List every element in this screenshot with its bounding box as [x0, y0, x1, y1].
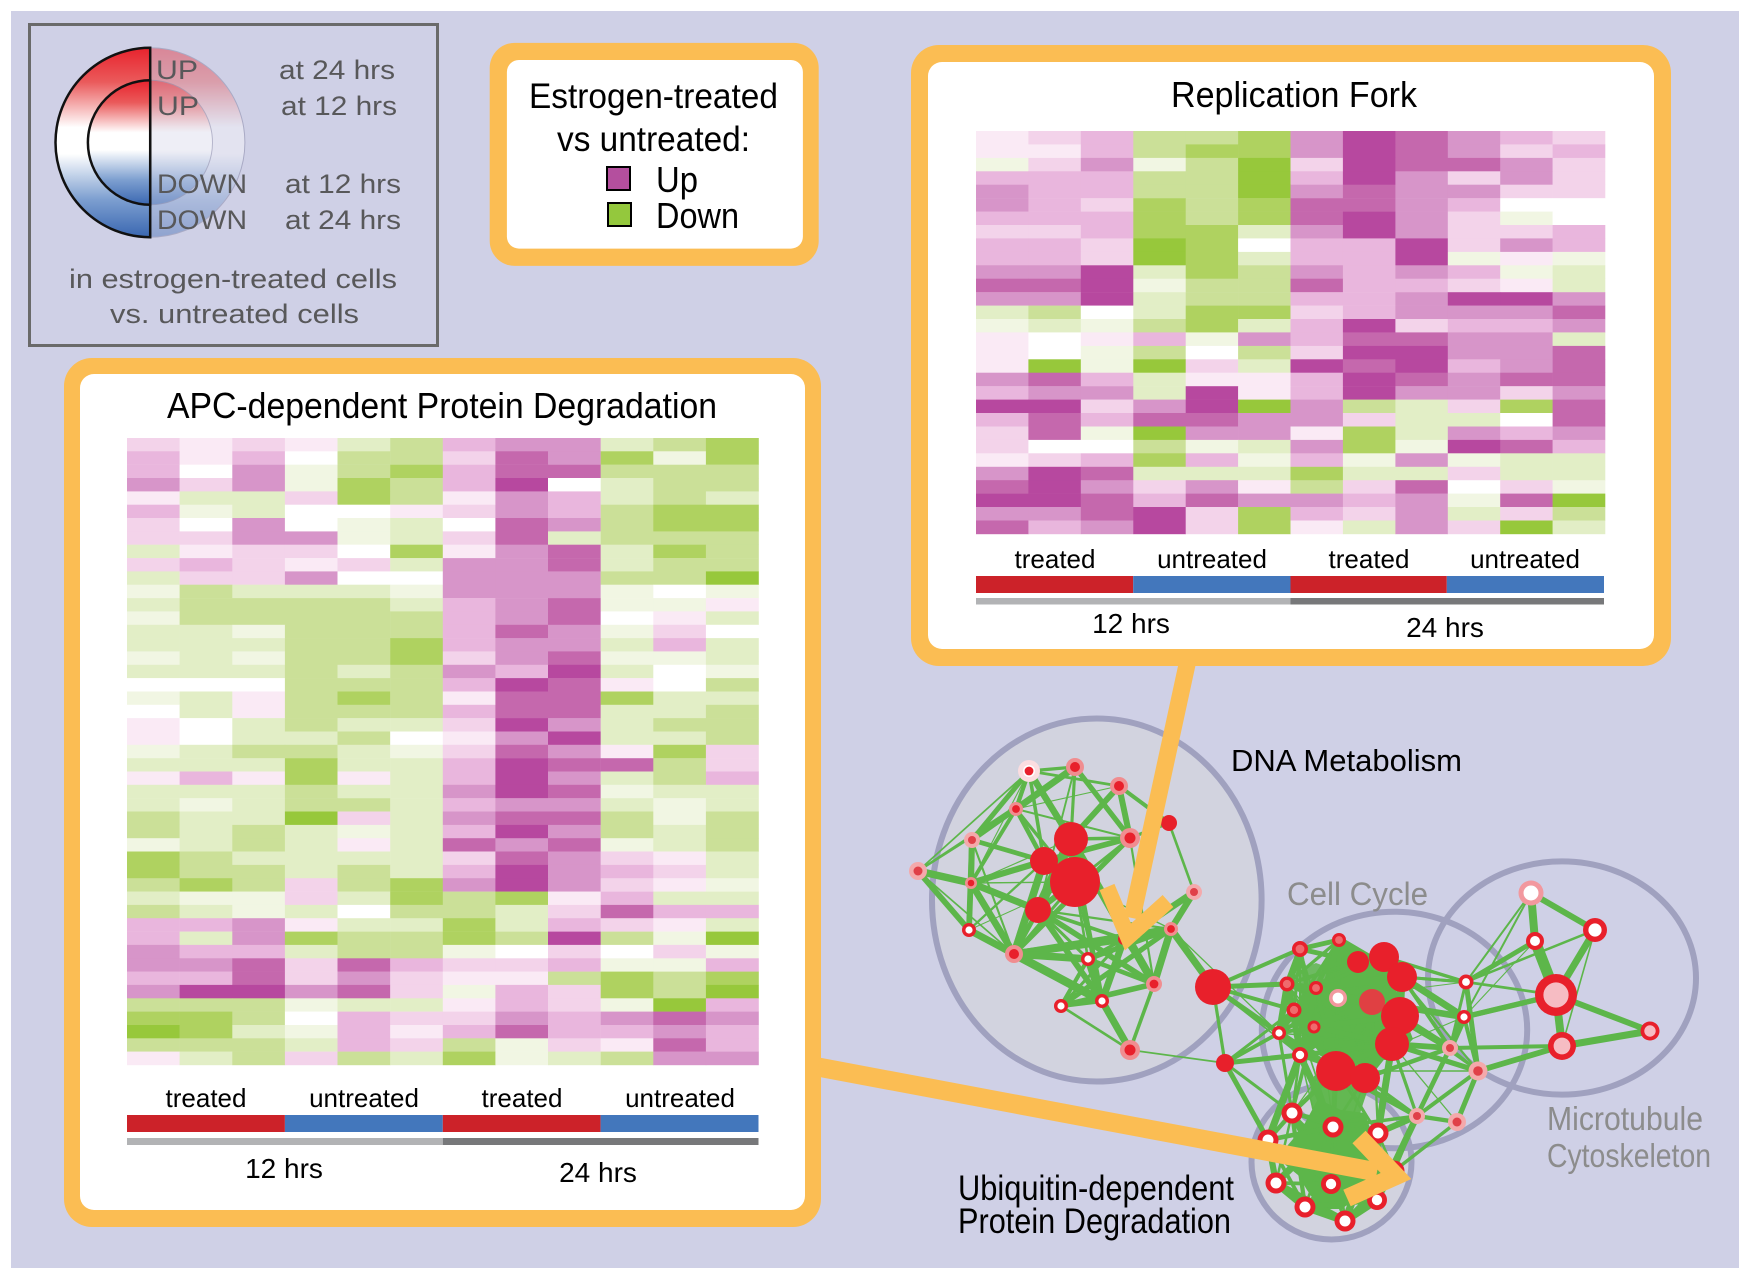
svg-text:at 24 hrs: at 24 hrs — [279, 55, 395, 85]
svg-text:vs untreated:: vs untreated: — [557, 120, 750, 159]
svg-text:vs. untreated cells: vs. untreated cells — [110, 299, 359, 329]
svg-text:in estrogen-treated cells: in estrogen-treated cells — [69, 264, 397, 294]
svg-text:12 hrs: 12 hrs — [1092, 608, 1170, 639]
svg-text:DOWN: DOWN — [157, 169, 247, 199]
svg-text:treated: treated — [482, 1083, 563, 1113]
svg-text:Down: Down — [656, 195, 739, 236]
svg-text:untreated: untreated — [1470, 544, 1580, 574]
svg-text:untreated: untreated — [625, 1083, 735, 1113]
svg-text:24 hrs: 24 hrs — [1406, 612, 1484, 643]
svg-text:24 hrs: 24 hrs — [559, 1157, 637, 1188]
svg-text:Estrogen-treated: Estrogen-treated — [529, 77, 778, 116]
svg-text:untreated: untreated — [309, 1083, 419, 1113]
svg-text:Cytoskeleton: Cytoskeleton — [1547, 1137, 1711, 1174]
svg-text:Microtubule: Microtubule — [1547, 1100, 1703, 1137]
svg-text:Protein Degradation: Protein Degradation — [958, 1202, 1231, 1241]
svg-text:12 hrs: 12 hrs — [245, 1153, 323, 1184]
svg-text:Cell Cycle: Cell Cycle — [1287, 876, 1428, 912]
svg-text:treated: treated — [1015, 544, 1096, 574]
svg-text:Up: Up — [656, 159, 698, 200]
svg-text:APC-dependent Protein Degradat: APC-dependent Protein Degradation — [167, 385, 717, 426]
svg-text:at 24 hrs: at 24 hrs — [285, 205, 401, 235]
svg-text:at 12 hrs: at 12 hrs — [281, 91, 397, 121]
svg-text:DNA Metabolism: DNA Metabolism — [1231, 743, 1462, 778]
svg-text:DOWN: DOWN — [157, 205, 247, 235]
svg-text:treated: treated — [1329, 544, 1410, 574]
svg-text:UP: UP — [157, 91, 199, 121]
svg-text:at 12 hrs: at 12 hrs — [285, 169, 401, 199]
svg-text:treated: treated — [166, 1083, 247, 1113]
svg-text:Replication Fork: Replication Fork — [1171, 74, 1418, 115]
svg-text:Ubiquitin-dependent: Ubiquitin-dependent — [958, 1169, 1234, 1208]
svg-text:UP: UP — [156, 55, 198, 85]
svg-text:untreated: untreated — [1157, 544, 1267, 574]
